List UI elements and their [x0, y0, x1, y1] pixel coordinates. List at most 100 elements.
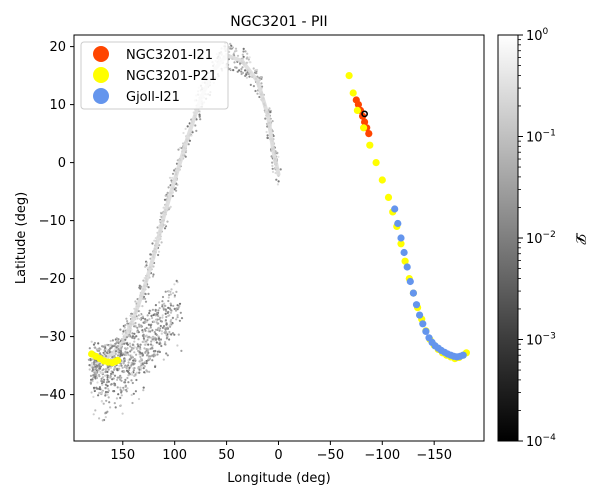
stream-particle — [133, 351, 136, 354]
stream-particle — [144, 300, 148, 303]
point-gjoll-i21 — [403, 263, 411, 271]
stream-particle — [164, 290, 167, 293]
stream-particle — [144, 343, 147, 346]
stream-particle — [157, 250, 161, 253]
stream-particle — [120, 347, 123, 350]
stream-particle — [154, 328, 158, 331]
point-ngc3201-p21 — [401, 257, 409, 265]
stream-particle — [176, 316, 179, 319]
stream-particle — [155, 318, 158, 321]
legend-label-gjoll-i21: Gjoll-I21 — [126, 90, 180, 105]
stream-particle — [134, 358, 137, 361]
stream-particle — [98, 375, 101, 378]
stream-particle — [104, 370, 107, 374]
stream-particle — [95, 386, 98, 389]
stream-particle — [107, 389, 110, 392]
stream-particle — [97, 392, 101, 395]
stream-particle — [93, 389, 96, 393]
stream-particle — [235, 49, 238, 53]
x-tick-label: 150 — [110, 448, 135, 463]
stream-particle — [104, 394, 107, 397]
stream-particle — [128, 335, 131, 338]
stream-particle — [147, 356, 150, 360]
stream-particle — [130, 348, 133, 351]
stream-particle — [126, 370, 130, 373]
stream-particle — [122, 388, 125, 391]
stream-particle — [144, 318, 147, 321]
stream-particle — [129, 345, 132, 348]
stream-particle — [135, 371, 138, 374]
stream-particle — [145, 334, 148, 337]
stream-particle — [241, 53, 244, 56]
stream-particle — [130, 354, 133, 357]
stream-particle — [234, 66, 237, 69]
stream-particle — [113, 355, 116, 358]
stream-particle — [113, 384, 116, 387]
stream-particle — [127, 369, 131, 372]
stream-particle — [276, 183, 279, 186]
stream-particle — [266, 136, 269, 140]
stream-particle — [126, 365, 129, 368]
stream-particle — [152, 320, 155, 323]
stream-particle — [155, 333, 158, 336]
stream-particle — [145, 320, 148, 323]
stream-particle — [164, 341, 167, 344]
stream-particle — [109, 347, 112, 350]
stream-particle — [149, 253, 152, 256]
stream-particle — [148, 312, 151, 315]
stream-particle — [126, 387, 129, 390]
stream-particle — [142, 386, 145, 389]
stream-particle — [166, 191, 169, 194]
stream-particle — [107, 380, 110, 383]
x-tick-label: 50 — [218, 448, 235, 463]
stream-particle — [145, 362, 148, 365]
colorbar-tick-label: 10−2 — [526, 230, 556, 247]
stream-particle — [236, 70, 239, 73]
point-ngc3201-i21 — [361, 118, 369, 126]
stream-particle — [87, 358, 90, 361]
stream-particle — [157, 315, 160, 318]
stream-particle — [133, 325, 136, 328]
stream-particle — [125, 342, 128, 345]
stream-particle — [271, 120, 274, 123]
stream-particle — [141, 315, 144, 318]
stream-particle — [131, 373, 134, 376]
stream-particle — [112, 377, 115, 380]
stream-particle — [145, 341, 148, 344]
x-tick-label: 100 — [162, 448, 187, 463]
stream-particle — [127, 353, 130, 356]
stream-particle — [123, 381, 127, 384]
x-tick-label: −150 — [416, 448, 452, 463]
stream-particle — [151, 316, 154, 320]
stream-particle — [161, 295, 165, 299]
stream-particle — [164, 328, 167, 331]
stream-particle — [148, 370, 151, 373]
stream-particle — [168, 338, 171, 341]
stream-particle — [122, 386, 125, 389]
stream-particle — [198, 113, 201, 116]
point-ngc3201-p21 — [345, 72, 353, 80]
stream-particle — [102, 351, 105, 354]
stream-particle — [136, 317, 139, 320]
colorbar-tick-label: 10−3 — [526, 332, 556, 349]
stream-particle — [104, 383, 107, 386]
legend-box — [80, 41, 229, 110]
x-tick-label: −50 — [317, 448, 344, 463]
stream-particle — [124, 385, 127, 388]
stream-particle — [238, 69, 241, 72]
stream-particle — [163, 223, 166, 227]
stream-particle — [155, 341, 158, 344]
stream-particle — [195, 129, 198, 132]
stream-particle — [151, 347, 154, 350]
stream-particle — [139, 287, 142, 290]
stream-particle — [166, 220, 169, 223]
stream-particle — [245, 76, 248, 79]
stream-particle — [162, 206, 165, 209]
stream-particle — [168, 290, 171, 293]
stream-particle — [105, 348, 108, 351]
stream-particle — [160, 320, 163, 323]
stream-particle — [145, 369, 148, 372]
stream-particle — [126, 347, 129, 350]
stream-particle — [279, 168, 282, 171]
